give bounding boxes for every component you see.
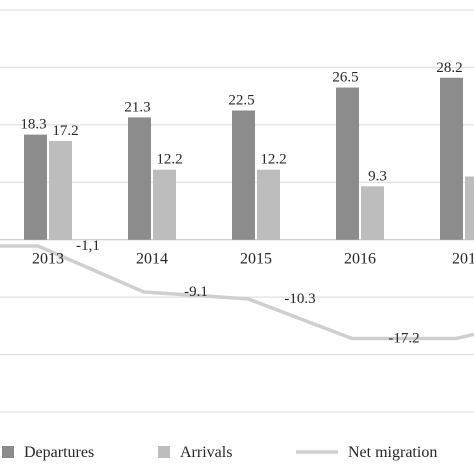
net-migration-polyline: [0, 244, 474, 341]
tick-2014: 2014: [136, 251, 168, 268]
legend-label-departures: Departures: [24, 444, 94, 461]
net-migration-line: [0, 244, 474, 341]
label-arrivals-2016: 9.3: [368, 168, 387, 184]
tick-2016: 2016: [344, 251, 376, 268]
legend-swatch-departures: [2, 446, 14, 458]
bar-departures-2015: [232, 110, 255, 240]
x-axis-ticks: 2013 2014 2015 2016 201: [32, 251, 474, 268]
bar-departures-2017: [440, 77, 463, 240]
legend-swatch-arrivals: [158, 446, 170, 458]
label-departures-2016: 26.5: [332, 70, 358, 86]
label-departures-2017: 28.2: [436, 60, 462, 76]
bar-arrivals-2017: [465, 176, 474, 240]
label-departures-2013: 18.3: [20, 117, 46, 133]
value-labels: 18.321.322.526.528.217.212.212.29.311-1,…: [20, 60, 462, 347]
label-arrivals-2015: 12.2: [260, 152, 286, 168]
bar-departures-2016: [336, 87, 359, 240]
tick-2015: 2015: [240, 251, 272, 268]
bar-departures-2013: [24, 134, 47, 240]
legend-label-net-migration: Net migration: [348, 444, 437, 461]
bar-arrivals-2015: [257, 169, 280, 240]
label-arrivals-2013: 17.2: [52, 123, 78, 139]
bar-arrivals-2013: [49, 140, 72, 240]
bars: [24, 77, 474, 240]
label-net-2016: -17.2: [388, 330, 419, 346]
label-net-2013: -1,1: [76, 238, 100, 254]
label-net-2015: -10.3: [284, 291, 315, 307]
bar-arrivals-2016: [361, 186, 384, 240]
label-arrivals-2014: 12.2: [156, 152, 182, 168]
bar-departures-2014: [128, 117, 151, 240]
legend: Departures Arrivals Net migration: [2, 444, 437, 461]
bar-arrivals-2014: [153, 169, 176, 240]
label-departures-2014: 21.3: [124, 99, 150, 115]
legend-label-arrivals: Arrivals: [180, 444, 232, 461]
tick-2013: 2013: [32, 251, 64, 268]
tick-2017: 201: [452, 251, 474, 268]
label-net-2014: -9.1: [184, 284, 208, 300]
label-departures-2015: 22.5: [228, 93, 254, 109]
